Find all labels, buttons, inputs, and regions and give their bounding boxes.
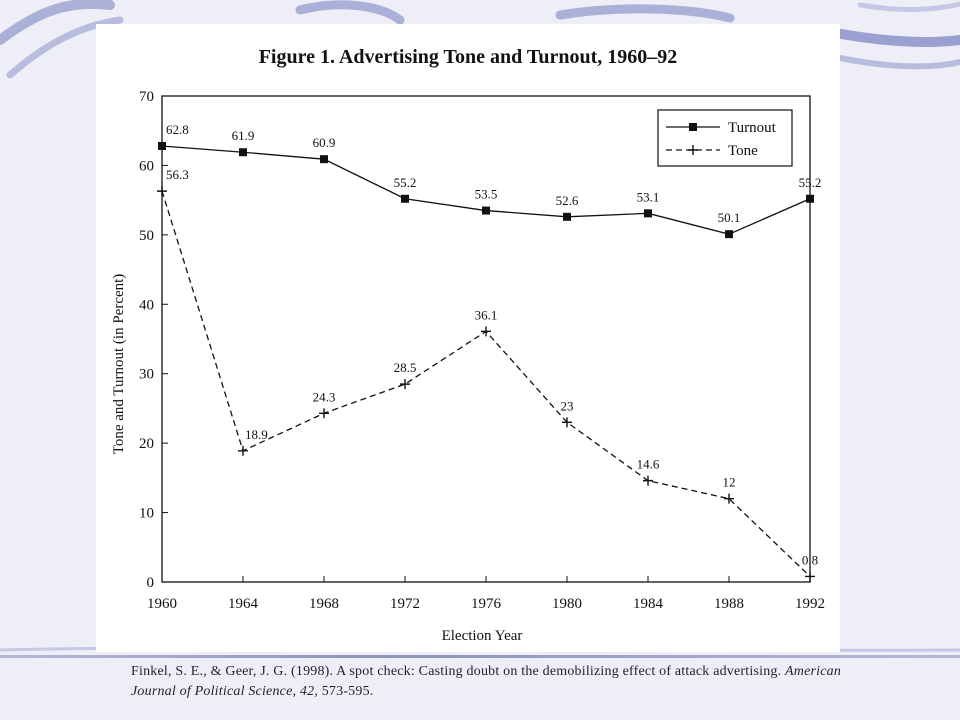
data-label: 0.8 — [802, 552, 818, 567]
data-point-turnout — [563, 212, 571, 221]
x-tick-label: 1992 — [795, 596, 825, 612]
data-point-tone — [805, 571, 815, 582]
data-label: 23 — [561, 398, 574, 413]
data-label: 50.1 — [718, 210, 741, 225]
data-label: 61.9 — [232, 128, 255, 143]
data-label: 28.5 — [394, 360, 417, 375]
data-label: 24.3 — [313, 389, 336, 404]
data-point-turnout — [320, 155, 328, 164]
chart-title: Figure 1. Advertising Tone and Turnout, … — [259, 46, 678, 68]
y-tick-label: 30 — [139, 367, 154, 383]
data-point-tone — [400, 379, 410, 390]
data-point-turnout — [725, 230, 733, 239]
x-tick-label: 1980 — [552, 596, 582, 612]
data-point-tone — [319, 408, 329, 419]
citation-authors-title: Finkel, S. E., & Geer, J. G. (1998). A s… — [131, 664, 786, 679]
y-tick-label: 40 — [139, 297, 154, 313]
data-label: 14.6 — [637, 457, 660, 472]
data-label: 36.1 — [475, 307, 498, 322]
data-point-tone — [562, 417, 572, 428]
x-tick-label: 1964 — [228, 596, 259, 612]
data-label: 55.2 — [394, 175, 417, 190]
data-label: 60.9 — [313, 135, 336, 150]
line-chart: Figure 1. Advertising Tone and Turnout, … — [111, 46, 825, 644]
legend-marker-turnout — [689, 123, 697, 131]
data-point-tone — [481, 326, 491, 337]
data-label: 55.2 — [799, 175, 822, 190]
citation: Finkel, S. E., & Geer, J. G. (1998). A s… — [131, 662, 851, 702]
legend-box — [657, 109, 793, 167]
plot-frame — [161, 95, 811, 583]
data-point-tone — [643, 475, 653, 486]
y-tick-label: 0 — [147, 575, 155, 591]
y-tick-label: 60 — [139, 158, 154, 174]
data-point-tone — [724, 493, 734, 504]
data-point-tone — [157, 186, 167, 197]
divider — [0, 655, 960, 658]
series-line-tone — [161, 190, 811, 577]
data-label: 12 — [723, 475, 736, 490]
data-label: 53.1 — [637, 189, 660, 204]
y-tick-label: 70 — [139, 89, 154, 105]
y-tick-label: 50 — [139, 228, 154, 244]
data-label: 18.9 — [245, 427, 268, 442]
legend-label-tone: Tone — [728, 143, 758, 159]
figure-panel: Figure 1. Advertising Tone and Turnout, … — [96, 24, 840, 652]
y-tick-label: 10 — [139, 506, 154, 522]
x-tick-label: 1988 — [714, 596, 744, 612]
data-point-turnout — [644, 209, 652, 218]
data-label: 52.6 — [556, 193, 579, 208]
x-axis-label: Election Year — [442, 628, 523, 644]
data-label: 53.5 — [475, 187, 498, 202]
x-tick-label: 1972 — [390, 596, 420, 612]
data-point-turnout — [482, 206, 490, 215]
data-point-turnout — [239, 148, 247, 157]
data-point-turnout — [401, 194, 409, 203]
data-label: 62.8 — [166, 122, 189, 137]
x-tick-label: 1984 — [633, 596, 664, 612]
legend-marker-tone — [688, 145, 698, 155]
x-tick-label: 1968 — [309, 596, 339, 612]
x-tick-label: 1960 — [147, 596, 177, 612]
data-label: 56.3 — [166, 167, 189, 182]
x-tick-label: 1976 — [471, 596, 502, 612]
citation-pages: 573-595. — [318, 684, 374, 699]
legend-label-turnout: Turnout — [728, 120, 777, 136]
citation-journal: American Journal of Political Science, 4… — [131, 664, 842, 699]
y-axis-label: Tone and Turnout (in Percent) — [111, 274, 127, 455]
data-point-turnout — [158, 141, 166, 150]
data-point-tone — [238, 445, 248, 456]
data-point-turnout — [806, 194, 814, 203]
y-tick-label: 20 — [139, 436, 154, 452]
